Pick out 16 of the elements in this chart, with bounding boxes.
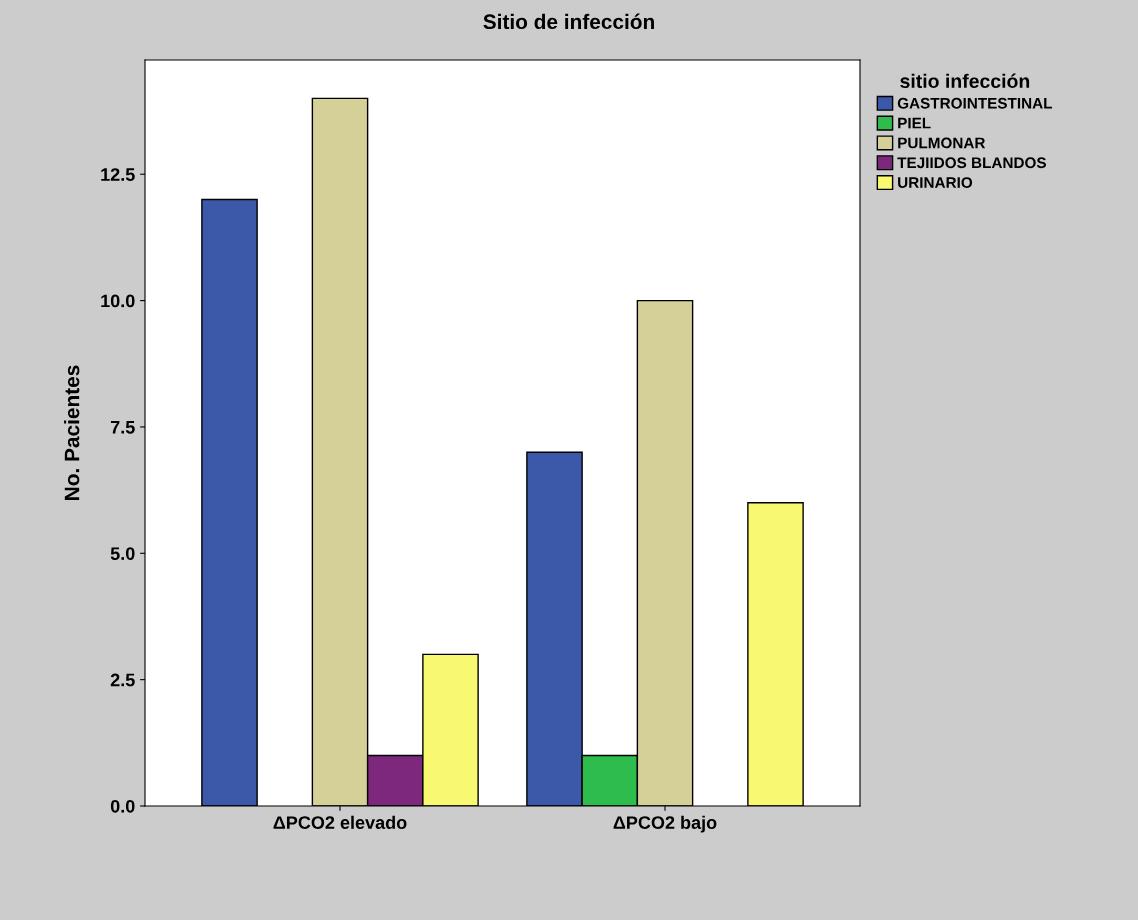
- y-tick-label: 12.5: [101, 168, 135, 181]
- legend-title: sitio infección: [900, 73, 1030, 89]
- chart-title: Sitio de infección: [483, 13, 654, 30]
- x-tick-label: ΔPCO2 bajo: [613, 815, 717, 833]
- legend-label: TEJIIDOS BLANDOS: [897, 157, 1046, 169]
- x-tick-label: ΔPCO2 elevado: [273, 815, 407, 829]
- y-tick-label: 5.0: [110, 547, 135, 561]
- legend-label: PIEL: [898, 117, 931, 129]
- y-tick-label: 10.0: [101, 294, 135, 308]
- y-tick-label: 0.0: [110, 799, 135, 813]
- legend-label: GASTROINTESTINAL: [897, 97, 1053, 109]
- y-axis-title: No. Pacientes: [64, 365, 80, 500]
- y-tick-label: 2.5: [110, 673, 135, 687]
- legend-label: PULMONAR: [898, 137, 986, 149]
- legend-label: URINARIO: [898, 177, 973, 188]
- y-tick-label: 7.5: [110, 421, 135, 434]
